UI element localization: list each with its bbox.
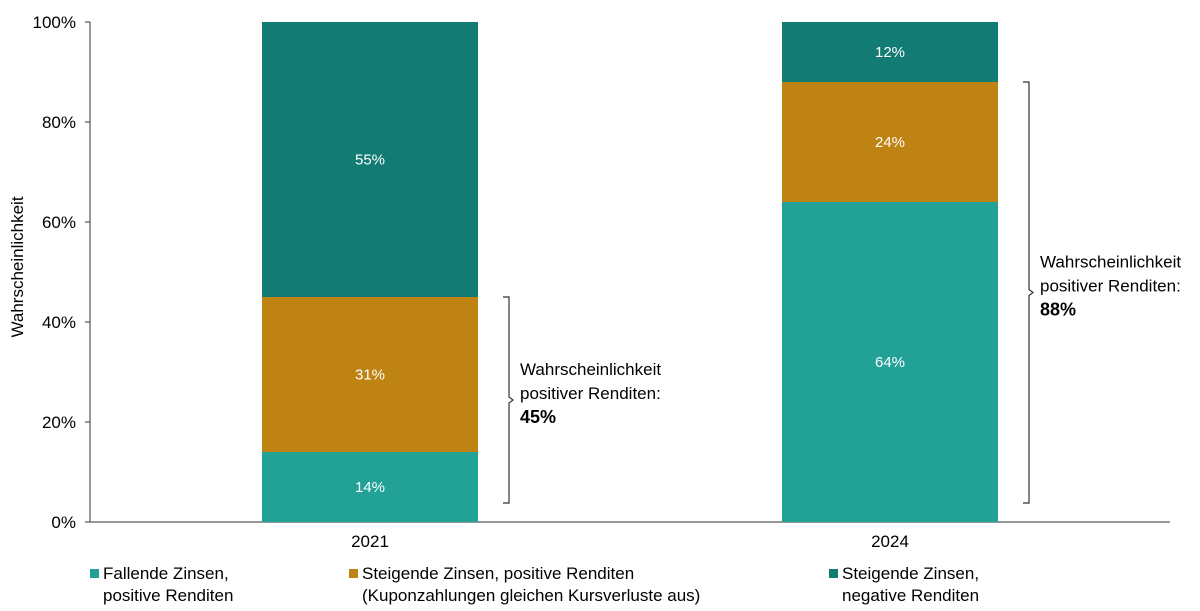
bar-segment: [262, 22, 478, 297]
bar-segment: [782, 202, 998, 522]
legend-item: Steigende Zinsen, negative Renditen: [829, 563, 979, 607]
legend-label: Steigende Zinsen, negative Renditen: [842, 564, 980, 605]
bar-segment: [262, 452, 478, 522]
bar-segment-label: 12%: [875, 44, 905, 61]
y-tick-label: 40%: [42, 313, 76, 332]
x-tick-label: 2021: [351, 532, 389, 551]
annotation-bracket: [1023, 81, 1034, 504]
legend-label: Fallende Zinsen, positive Renditen: [103, 564, 234, 605]
bar-segment: [782, 22, 998, 82]
legend-swatch: [90, 569, 99, 578]
annotation-bracket: [503, 296, 514, 504]
annotation-value: 45%: [520, 407, 556, 427]
legend-item: Steigende Zinsen, positive Renditen (Kup…: [349, 563, 700, 607]
y-tick-label: 0%: [51, 513, 76, 532]
x-tick-label: 2024: [871, 532, 909, 551]
y-tick-label: 20%: [42, 413, 76, 432]
annotation-text: Wahrscheinlichkeit: [520, 360, 661, 379]
bar-segment-label: 24%: [875, 134, 905, 151]
annotation-text: positiver Renditen:: [520, 384, 661, 403]
bar-segment-label: 14%: [355, 479, 385, 496]
bar-segment: [262, 297, 478, 452]
bar-segment-label: 64%: [875, 354, 905, 371]
bar-segment-label: 31%: [355, 367, 385, 384]
legend-swatch: [829, 569, 838, 578]
bar-segment: [782, 82, 998, 202]
stacked-bar-chart: Wahrscheinlichkeit 0% 20% 40% 60% 80% 100% 14% 3…: [8, 13, 1181, 551]
annotation-text: Wahrscheinlichkeit: [1040, 253, 1181, 272]
y-tick-label: 80%: [42, 113, 76, 132]
legend-label: Steigende Zinsen, positive Renditen (Kup…: [362, 564, 701, 605]
legend-item: Fallende Zinsen, positive Renditen: [90, 563, 233, 607]
legend-swatch: [349, 569, 358, 578]
bar-segment-label: 55%: [355, 152, 385, 169]
y-tick-label: 100%: [33, 13, 76, 32]
y-axis-title: Wahrscheinlichkeit: [8, 196, 27, 337]
annotation-value: 88%: [1040, 300, 1076, 320]
y-tick-label: 60%: [42, 213, 76, 232]
annotation-text: positiver Renditen:: [1040, 277, 1181, 296]
